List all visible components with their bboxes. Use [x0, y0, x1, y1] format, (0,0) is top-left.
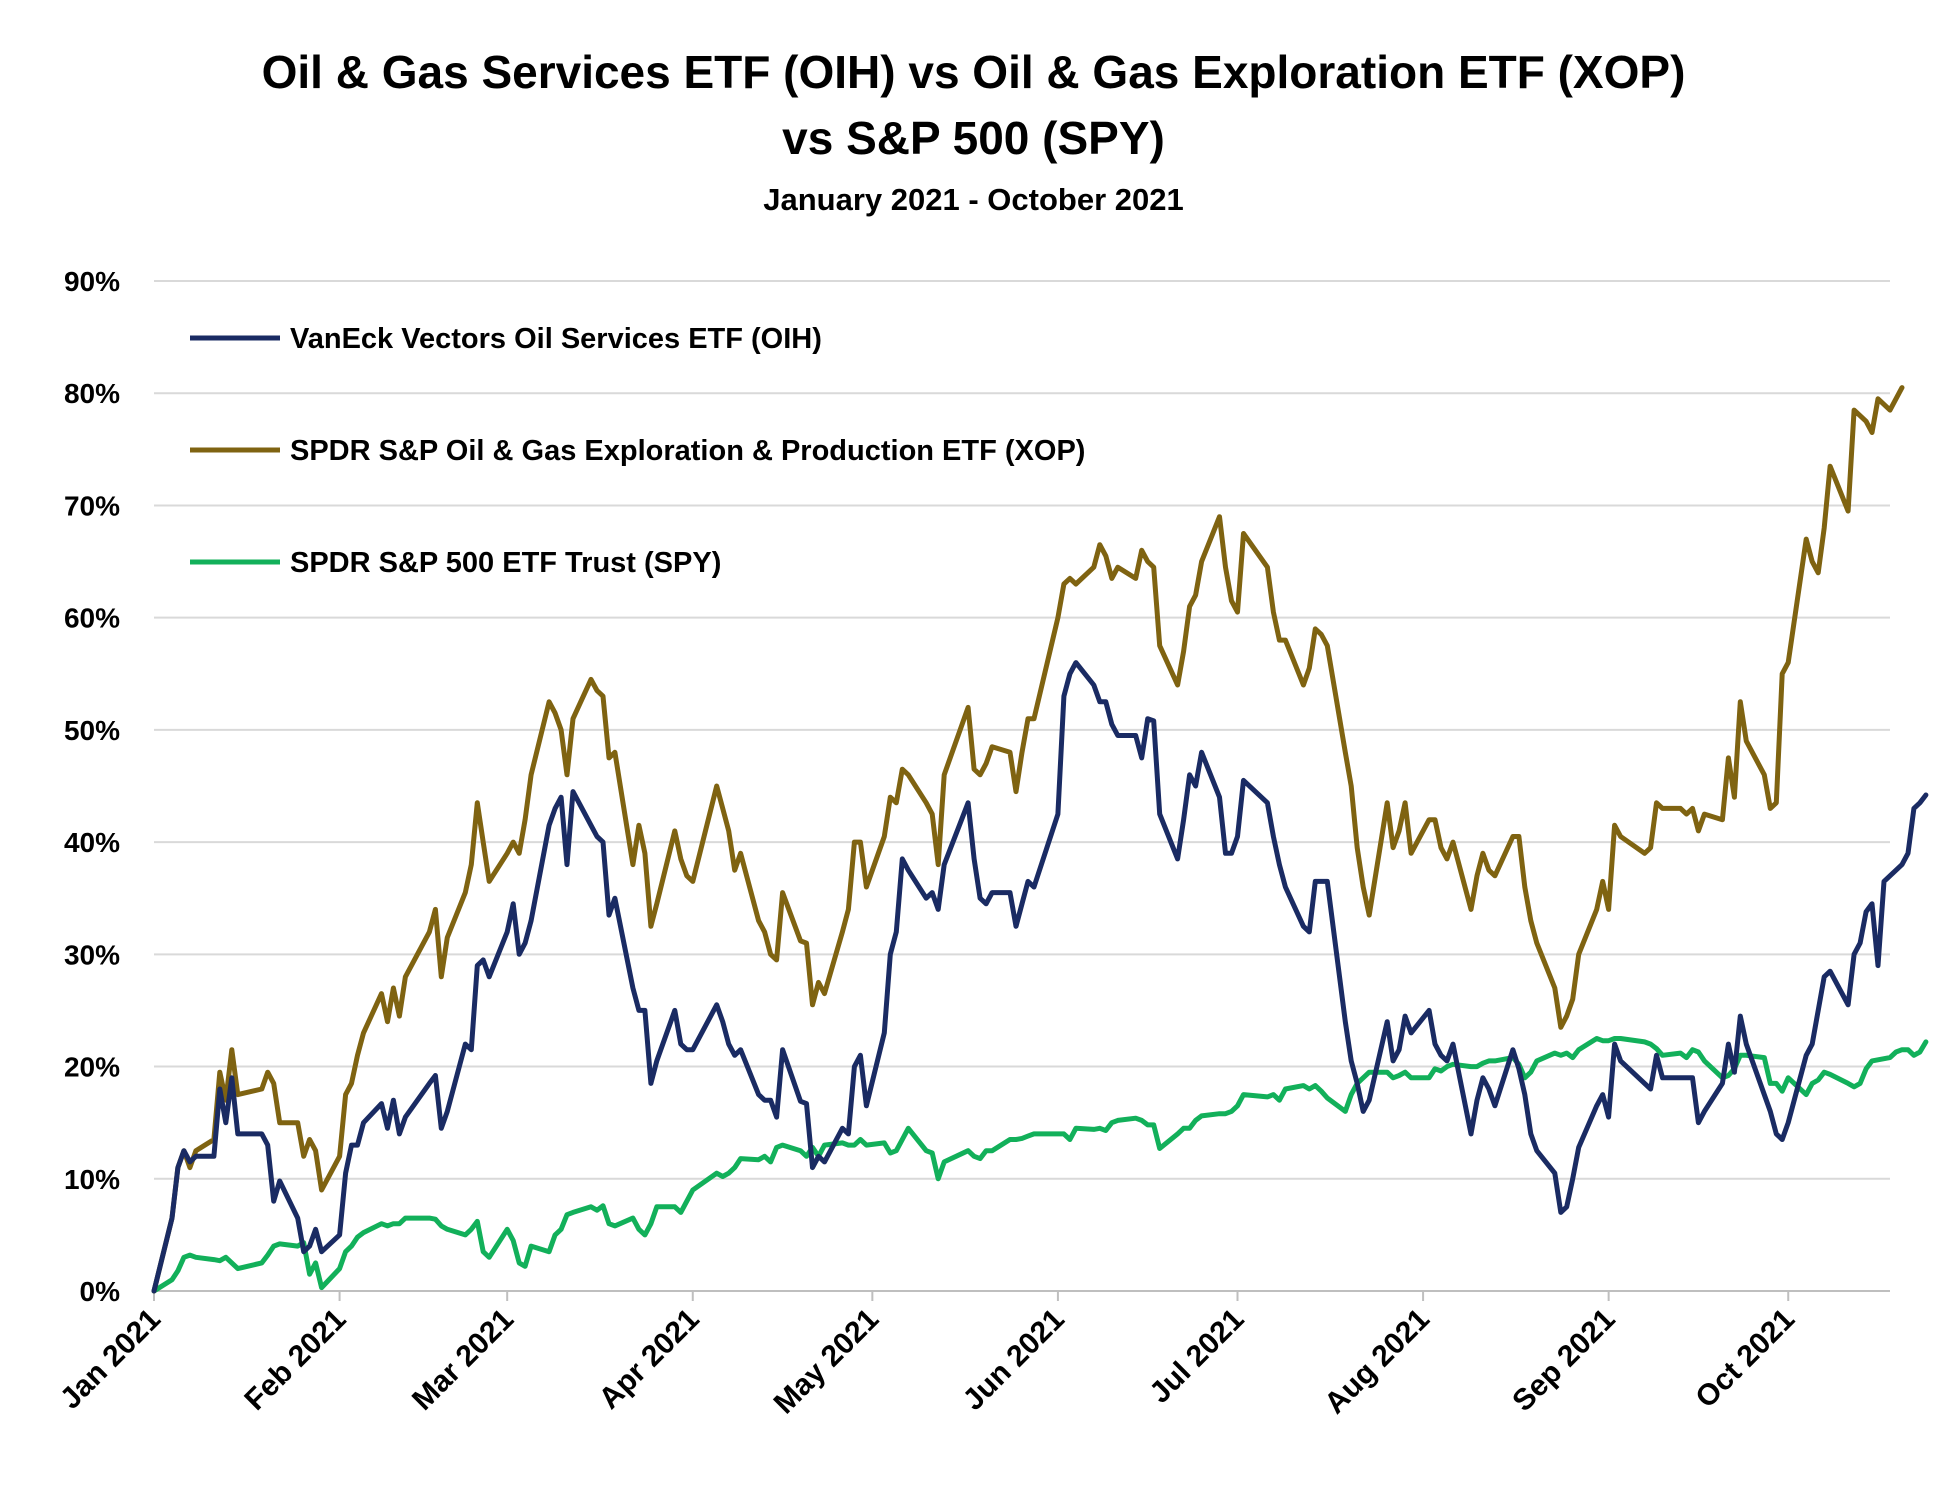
x-tick-label: May 2021 [768, 1303, 886, 1421]
y-tick-label: 40% [64, 827, 120, 858]
y-tick-label: 20% [64, 1052, 120, 1083]
y-tick-label: 30% [64, 939, 120, 970]
y-axis-ticks: 0% 10% 20% 30% 40% 50% 60% 70% 80% 90% [64, 266, 120, 1307]
x-tick-label: Jan 2021 [54, 1303, 167, 1416]
x-tick-label: Jul 2021 [1143, 1303, 1250, 1410]
y-tick-label: 80% [64, 378, 120, 409]
legend: VanEck Vectors Oil Services ETF (OIH) SPD… [190, 323, 1085, 579]
series-line-2 [151, 1036, 1929, 1294]
x-tick-label: Jun 2021 [957, 1303, 1071, 1417]
x-axis: Jan 2021 Feb 2021 Mar 2021 Apr 2021 May 2021… [54, 1290, 1890, 1421]
legend-label: VanEck Vectors Oil Services ETF (OIH) [290, 323, 822, 355]
x-tick-label: Sep 2021 [1506, 1303, 1621, 1418]
y-tick-label: 0% [80, 1276, 121, 1307]
x-tick-label: Mar 2021 [406, 1303, 520, 1417]
series-line-1 [151, 385, 1905, 1294]
chart-title-line-1: Oil & Gas Services ETF (OIH) vs Oil & Ga… [261, 46, 1686, 98]
legend-label: SPDR S&P 500 ETF Trust (SPY) [290, 547, 721, 579]
gridlines [154, 280, 1890, 1180]
x-tick-label: Feb 2021 [238, 1303, 352, 1417]
series-line-0 [151, 660, 1929, 1294]
legend-label: SPDR S&P Oil & Gas Exploration & Product… [290, 435, 1085, 467]
y-tick-label: 90% [64, 266, 120, 297]
chart-title-line-2: vs S&P 500 (SPY) [782, 112, 1165, 164]
y-tick-label: 70% [64, 490, 120, 521]
y-tick-label: 50% [64, 715, 120, 746]
x-tick-label: Oct 2021 [1689, 1303, 1801, 1415]
y-tick-label: 60% [64, 603, 120, 634]
chart-subtitle: January 2021 - October 2021 [763, 182, 1184, 217]
x-tick-label: Aug 2021 [1318, 1303, 1436, 1421]
y-tick-label: 10% [64, 1164, 120, 1195]
series-lines [151, 385, 1929, 1294]
x-tick-label: Apr 2021 [593, 1303, 706, 1416]
